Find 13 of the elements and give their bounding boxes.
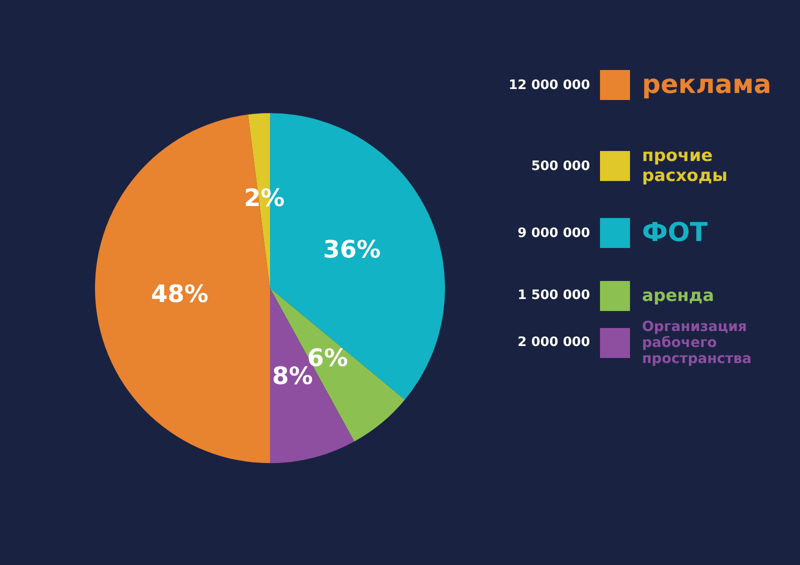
legend-label: прочие расходы [641, 145, 728, 188]
legend-label: аренда [641, 284, 716, 308]
data-label: 36% [323, 236, 381, 264]
text: 1 500 000 [516, 288, 591, 303]
data-label: 48% [150, 280, 208, 308]
text: 9 000 000 [516, 226, 591, 241]
text: 12 000 000 [508, 78, 591, 92]
text: 500 000 [530, 158, 591, 174]
legend-label: реклама [641, 69, 772, 102]
legend-label: ФОТ [641, 217, 709, 250]
legend-label: Организация рабочего пространства [641, 318, 753, 368]
text: 2 000 000 [516, 335, 591, 350]
data-label: 6% [307, 344, 348, 372]
